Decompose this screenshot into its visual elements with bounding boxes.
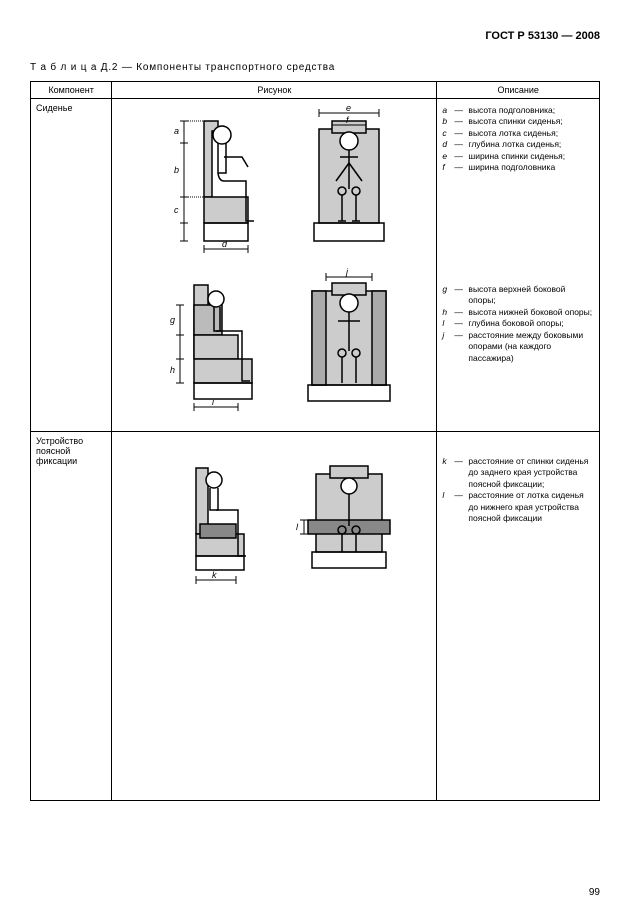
description-list: k—расстояние от спинки сиденья до заднег… [442, 456, 594, 525]
description-item: d—глубина лотка сиденья; [442, 139, 594, 150]
description-cell: k—расстояние от спинки сиденья до заднег… [437, 432, 600, 801]
table-caption: Т а б л и ц а Д.2 — Компоненты транспорт… [30, 62, 600, 73]
document-header: ГОСТ Р 53130 — 2008 [30, 30, 600, 42]
description-item: l—расстояние от лотка си­денья до нижнег… [442, 490, 594, 524]
description-item: c—высота лотка сиденья; [442, 128, 594, 139]
description-item: k—расстояние от спинки сиденья до заднег… [442, 456, 594, 490]
svg-text:e: e [346, 103, 351, 113]
component-cell: Сиденье [31, 99, 112, 432]
description-cell: a—высота подголовника;b—высота спинки си… [437, 99, 600, 432]
components-table: Компонент Рисунок Описание Сиденье [30, 81, 600, 801]
svg-text:k: k [212, 570, 217, 580]
col-component: Компонент [31, 82, 112, 99]
svg-text:g: g [170, 315, 175, 325]
description-item: b—высота спинки сиденья; [442, 116, 594, 127]
page: ГОСТ Р 53130 — 2008 Т а б л и ц а Д.2 — … [0, 0, 630, 913]
svg-text:a: a [174, 126, 179, 136]
component-cell: Устройство поясной фиксации [31, 432, 112, 801]
figure-row: g h i [117, 265, 431, 415]
description-item: l—глубина боковой опоры; [442, 318, 594, 329]
svg-text:c: c [174, 205, 179, 215]
svg-text:b: b [174, 165, 179, 175]
svg-text:l: l [296, 522, 299, 532]
restraint-side-diagram: k [144, 454, 274, 594]
col-description: Описание [437, 82, 600, 99]
caption-text: Компоненты транспортного средства [136, 62, 335, 73]
table-row: Устройство поясной фиксации [31, 432, 600, 801]
bolster-front-diagram: j [294, 265, 404, 415]
description-item: e—ширина спинки сиденья; [442, 151, 594, 162]
restraint-front-diagram: l [294, 454, 404, 594]
figure-row: k [117, 454, 431, 594]
description-item: g—высота верхней боковой опоры; [442, 284, 594, 307]
figure-row: a b c d [117, 103, 431, 253]
col-figure: Рисунок [112, 82, 437, 99]
table-row: Сиденье [31, 99, 600, 432]
svg-text:j: j [345, 267, 349, 277]
description-item: a—высота подголовника; [442, 105, 594, 116]
seat-front-diagram: e f [294, 103, 404, 253]
seat-side-diagram: a b c d [144, 103, 274, 253]
figure-cell: a b c d [112, 99, 437, 432]
bolster-side-diagram: g h i [144, 265, 274, 415]
description-list: a—высота подголовника;b—высота спинки си… [442, 105, 594, 174]
description-item: j—расстояние между боко­выми опорами (на… [442, 330, 594, 364]
description-list: g—высота верхней боковой опоры;h—высота … [442, 284, 594, 364]
figure-cell: k [112, 432, 437, 801]
page-number: 99 [589, 887, 600, 898]
description-item: h—высота нижней боковой опоры; [442, 307, 594, 318]
svg-text:h: h [170, 365, 175, 375]
description-item: f—ширина подголовника [442, 162, 594, 173]
caption-prefix: Т а б л и ц а Д.2 — [30, 62, 136, 73]
